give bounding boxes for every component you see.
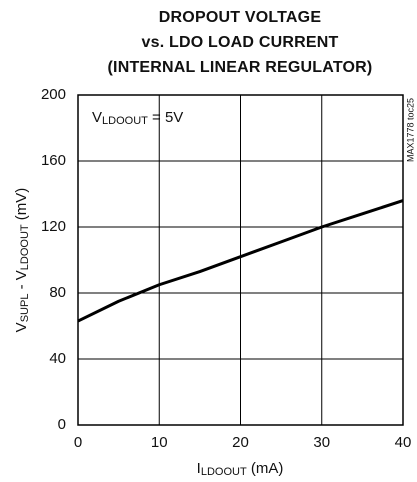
x-tick-label: 30 bbox=[313, 434, 330, 451]
label-part: I bbox=[197, 460, 201, 477]
label-part: V bbox=[92, 109, 102, 126]
line bbox=[77, 199, 404, 323]
label-part: (mV) bbox=[13, 188, 30, 225]
x-tick-label: 20 bbox=[232, 434, 249, 451]
x-tick-label: 0 bbox=[74, 434, 82, 451]
y-tick-label: 40 bbox=[49, 350, 66, 367]
label-part: LDOOUT bbox=[201, 466, 247, 478]
label-part: - V bbox=[13, 270, 30, 293]
label-part: V bbox=[13, 322, 30, 332]
annotation: VLDOOUT = 5V bbox=[92, 109, 183, 127]
chart-title: (INTERNAL LINEAR REGULATOR) bbox=[108, 59, 373, 76]
y-tick-label: 200 bbox=[41, 86, 66, 103]
label-part: SUPL bbox=[19, 294, 31, 323]
label-part: = 5V bbox=[148, 109, 183, 126]
plot-frame bbox=[77, 94, 404, 426]
y-tick-label: 160 bbox=[41, 152, 66, 169]
label-part: LDOOUT bbox=[102, 115, 148, 127]
label-part: (mA) bbox=[247, 460, 284, 477]
side-note: MAX1778 toc25 bbox=[405, 98, 415, 162]
x-tick-label: 40 bbox=[395, 434, 412, 451]
y-tick-label: 120 bbox=[41, 218, 66, 235]
y-tick-label: 80 bbox=[49, 284, 66, 301]
y-axis-label: VSUPL - VLDOOUT (mV) bbox=[13, 188, 31, 333]
chart-title: DROPOUT VOLTAGE bbox=[159, 9, 322, 26]
label-part: LDOOUT bbox=[19, 224, 31, 270]
y-tick-label: 0 bbox=[58, 416, 66, 433]
chart-title: vs. LDO LOAD CURRENT bbox=[142, 34, 339, 51]
x-axis-label: ILDOOUT (mA) bbox=[197, 460, 284, 478]
x-tick-label: 10 bbox=[151, 434, 168, 451]
